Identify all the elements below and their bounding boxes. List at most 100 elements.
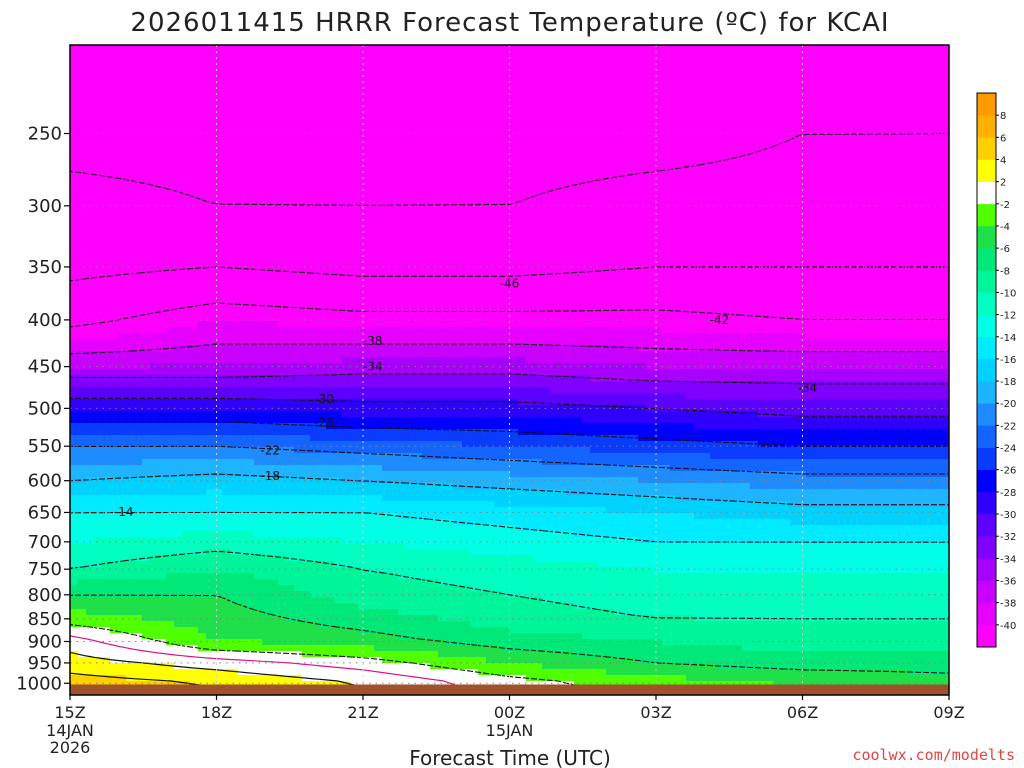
temperature-cell [118, 315, 127, 322]
temperature-cell [766, 147, 775, 154]
temperature-cell [574, 249, 583, 256]
temperature-cell [198, 315, 207, 322]
temperature-cell [94, 135, 103, 142]
temperature-cell [934, 171, 943, 178]
temperature-cell [878, 201, 887, 208]
temperature-cell [198, 219, 207, 226]
temperature-cell [406, 171, 415, 178]
temperature-cell [534, 129, 543, 136]
temperature-cell [702, 261, 711, 268]
temperature-cell [86, 207, 95, 214]
temperature-cell [406, 51, 415, 58]
temperature-cell [462, 165, 471, 172]
temperature-cell [142, 177, 151, 184]
temperature-cell [718, 261, 727, 268]
temperature-cell [70, 183, 79, 190]
temperature-cell [862, 51, 871, 58]
temperature-cell [222, 81, 231, 88]
temperature-cell [366, 57, 375, 64]
temperature-cell [254, 291, 263, 298]
temperature-cell [70, 45, 79, 52]
temperature-cell [686, 99, 695, 106]
temperature-cell [126, 141, 135, 148]
temperature-cell [726, 63, 735, 70]
temperature-cell [926, 123, 935, 130]
temperature-cell [590, 303, 599, 310]
temperature-cell [646, 147, 655, 154]
temperature-cell [334, 141, 343, 148]
temperature-cell [174, 57, 183, 64]
temperature-cell [678, 255, 687, 262]
temperature-cell [934, 267, 943, 274]
temperature-cell [526, 171, 535, 178]
temperature-cell [942, 243, 949, 250]
temperature-cell [262, 243, 271, 250]
temperature-cell [446, 285, 455, 292]
temperature-cell [918, 111, 927, 118]
temperature-cell [750, 297, 759, 304]
temperature-cell [470, 75, 479, 82]
temperature-cell [86, 57, 95, 64]
temperature-cell [798, 93, 807, 100]
temperature-cell [294, 225, 303, 232]
temperature-cell [318, 267, 327, 274]
temperature-cell [134, 201, 143, 208]
temperature-cell [118, 237, 127, 244]
temperature-cell [350, 111, 359, 118]
temperature-cell [662, 255, 671, 262]
temperature-cell [862, 45, 871, 52]
temperature-cell [606, 231, 615, 238]
temperature-cell [414, 147, 423, 154]
temperature-cell [550, 135, 559, 142]
temperature-cell [182, 255, 191, 262]
temperature-cell [870, 165, 879, 172]
temperature-cell [158, 75, 167, 82]
temperature-cell [630, 141, 639, 148]
temperature-cell [318, 69, 327, 76]
temperature-cell [494, 243, 503, 250]
temperature-cell [326, 183, 335, 190]
temperature-cell [646, 231, 655, 238]
temperature-cell [766, 207, 775, 214]
temperature-cell [510, 165, 519, 172]
temperature-cell [830, 255, 839, 262]
temperature-cell [254, 309, 263, 316]
temperature-cell [350, 207, 359, 214]
temperature-cell [758, 123, 767, 130]
temperature-cell [230, 231, 239, 238]
temperature-cell [798, 303, 807, 310]
temperature-cell [718, 75, 727, 82]
temperature-cell [606, 105, 615, 112]
temperature-cell [718, 81, 727, 88]
temperature-cell [766, 165, 775, 172]
temperature-cell [582, 189, 591, 196]
temperature-cell [318, 309, 327, 316]
temperature-cell [110, 51, 119, 58]
temperature-cell [798, 273, 807, 280]
temperature-cell [838, 117, 847, 124]
temperature-cell [934, 207, 943, 214]
temperature-cell [678, 201, 687, 208]
temperature-cell [78, 105, 87, 112]
temperature-cell [126, 177, 135, 184]
temperature-cell [206, 105, 215, 112]
temperature-cell [478, 123, 487, 130]
temperature-cell [558, 285, 567, 292]
temperature-cell [206, 45, 215, 52]
temperature-cell [246, 309, 255, 316]
temperature-cell [470, 201, 479, 208]
temperature-cell [918, 309, 927, 316]
temperature-cell [638, 207, 647, 214]
temperature-cell [214, 165, 223, 172]
temperature-cell [766, 105, 775, 112]
temperature-cell [942, 153, 949, 160]
temperature-cell [710, 81, 719, 88]
temperature-cell [494, 273, 503, 280]
temperature-cell [486, 207, 495, 214]
temperature-cell [462, 231, 471, 238]
temperature-cell [678, 183, 687, 190]
temperature-cell [798, 219, 807, 226]
temperature-cell [118, 243, 127, 250]
temperature-cell [158, 117, 167, 124]
temperature-cell [518, 189, 527, 196]
